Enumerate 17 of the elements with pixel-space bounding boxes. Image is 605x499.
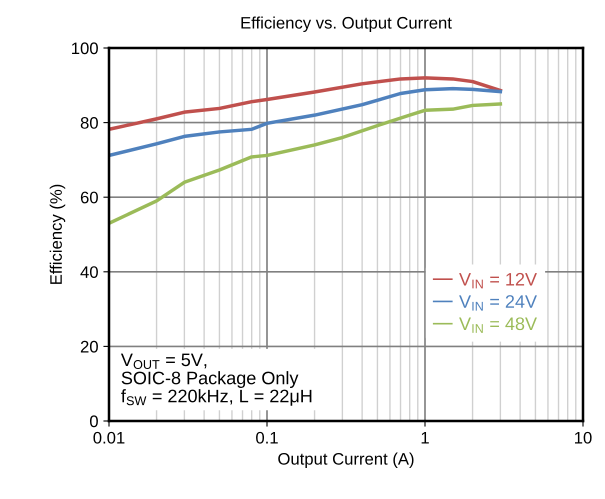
y-tick-label: 60: [80, 192, 98, 204]
x-tick-label: 1: [422, 432, 429, 444]
y-axis-title: Efficiency (%): [50, 184, 66, 284]
chart-title: Efficiency vs. Output Current: [241, 16, 452, 32]
legend-label: V$_{IN}$ = 24V: [459, 295, 537, 311]
y-tick-label: 0: [90, 415, 98, 428]
x-tick-label: 0.01: [93, 432, 124, 444]
annotation: V$_{OUT}$ = 5V, SOIC-8 Package Only f$_{SW}$ = 220kHz, L = 22μH: [120, 354, 312, 406]
x-axis-title: Output Current (A): [278, 452, 414, 468]
y-tick-label: 80: [80, 117, 98, 129]
x-tick-label: 0.1: [256, 432, 278, 444]
y-tick-label: 100: [72, 42, 98, 54]
legend-label: V$_{IN}$ = 48V: [459, 317, 537, 333]
y-tick-label: 40: [80, 266, 98, 278]
legend-label: V$_{IN}$ = 12V: [459, 272, 537, 288]
x-tick-label: 10: [575, 432, 592, 444]
y-tick-label: 20: [80, 340, 98, 353]
